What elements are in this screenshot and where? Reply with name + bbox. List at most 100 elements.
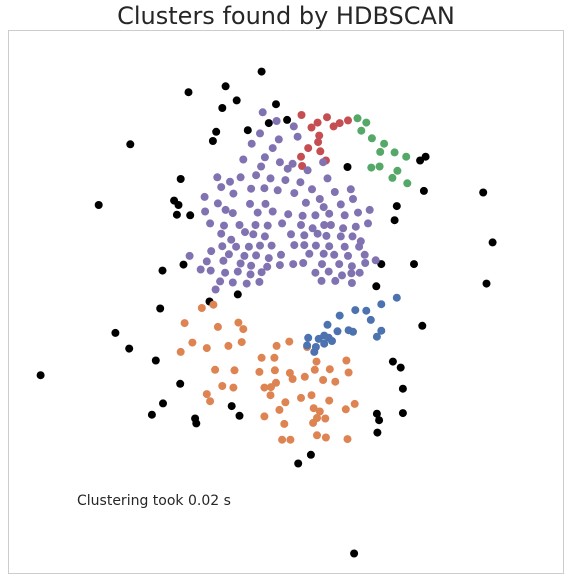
scatter-point: [323, 320, 332, 329]
scatter-point: [180, 319, 189, 328]
scatter-point: [300, 231, 309, 240]
scatter-point: [213, 199, 222, 208]
scatter-point: [335, 311, 344, 320]
scatter-point: [268, 144, 277, 153]
scatter-point: [281, 398, 290, 407]
scatter-point: [310, 365, 319, 374]
scatter-point: [290, 189, 299, 198]
scatter-point: [340, 242, 349, 251]
scatter-point: [392, 202, 401, 211]
scatter-point: [255, 367, 264, 376]
scatter-point: [344, 368, 353, 377]
scatter-point: [351, 222, 360, 231]
scatter-point: [388, 357, 397, 366]
scatter-point: [331, 377, 340, 386]
scatter-point: [221, 205, 230, 214]
scatter-point: [288, 159, 297, 168]
scatter-point: [246, 199, 254, 208]
scatter-point: [200, 192, 209, 201]
scatter-point: [252, 251, 261, 260]
scatter-point: [325, 365, 334, 374]
scatter-point: [234, 318, 243, 327]
scatter-point: [330, 250, 339, 259]
scatter-point: [201, 207, 210, 216]
scatter-point: [351, 306, 360, 315]
scatter-point: [274, 135, 283, 144]
scatter-point: [319, 158, 328, 167]
scatter-point: [294, 459, 303, 468]
scatter-point: [310, 347, 319, 356]
scatter-point: [185, 251, 194, 260]
scatter-point: [172, 210, 181, 219]
scatter-point: [246, 270, 255, 279]
scatter-point: [257, 353, 266, 362]
scatter-point: [333, 327, 342, 336]
scatter-point: [343, 435, 352, 444]
scatter-point: [323, 174, 332, 183]
scatter-point: [377, 326, 386, 335]
scatter-point: [267, 241, 276, 250]
scatter-point: [270, 353, 279, 362]
scatter-point: [314, 138, 323, 147]
scatter-point: [202, 344, 211, 353]
scatter-point: [297, 111, 306, 119]
scatter-point: [293, 132, 302, 141]
scatter-point: [296, 178, 305, 187]
scatter-point: [233, 290, 242, 299]
scatter-point: [188, 338, 197, 347]
scatter-point: [419, 186, 428, 195]
scatter-point: [229, 189, 238, 198]
scatter-point: [211, 285, 220, 294]
scatter-point: [326, 221, 335, 229]
scatter-point: [416, 156, 425, 165]
scatter-point: [227, 402, 236, 411]
scatter-point: [176, 347, 185, 356]
scatter-point: [328, 337, 336, 345]
scatter-point: [158, 266, 167, 275]
scatter-point: [263, 221, 272, 230]
scatter-point: [396, 363, 405, 372]
scatter-point: [313, 431, 321, 440]
scatter-point: [297, 393, 305, 402]
scatter-point: [273, 186, 282, 195]
scatter-point: [329, 122, 338, 131]
scatter-point: [281, 176, 290, 185]
scatter-point: [247, 261, 256, 270]
scatter-point: [418, 321, 427, 330]
scatter-point: [280, 419, 289, 428]
scatter-point: [355, 268, 364, 277]
scatter-point: [228, 278, 237, 287]
scatter-point: [224, 250, 233, 259]
scatter-point: [311, 241, 320, 250]
scatter-point: [237, 338, 246, 347]
timing-annotation: Clustering took 0.02 s: [77, 493, 231, 509]
scatter-point: [242, 279, 251, 288]
scatter-point: [212, 127, 221, 136]
scatter-point: [488, 238, 497, 247]
scatter-point: [179, 260, 188, 269]
scatter-point: [156, 304, 165, 313]
scatter-point: [206, 397, 215, 406]
scatter-point: [319, 249, 328, 258]
scatter-point: [278, 219, 287, 228]
scatter-point: [349, 195, 357, 203]
scatter-point: [388, 173, 397, 182]
scatter-point: [325, 396, 334, 405]
scatter-point: [307, 391, 316, 400]
scatter-point: [347, 269, 356, 278]
scatter-point: [318, 260, 326, 269]
scatter-point: [211, 365, 220, 374]
scatter-point: [283, 164, 292, 173]
data-points: [36, 67, 497, 558]
scatter-point: [350, 399, 359, 408]
scatter-point: [367, 163, 376, 172]
scatter-point: [346, 185, 355, 194]
scatter-point: [264, 119, 273, 128]
scatter-point: [297, 152, 305, 161]
scatter-point: [331, 276, 340, 285]
scatter-point: [151, 356, 160, 365]
scatter-point: [252, 171, 261, 180]
scatter-point: [186, 211, 195, 220]
scatter-point: [235, 221, 244, 229]
scatter-point: [410, 260, 418, 269]
